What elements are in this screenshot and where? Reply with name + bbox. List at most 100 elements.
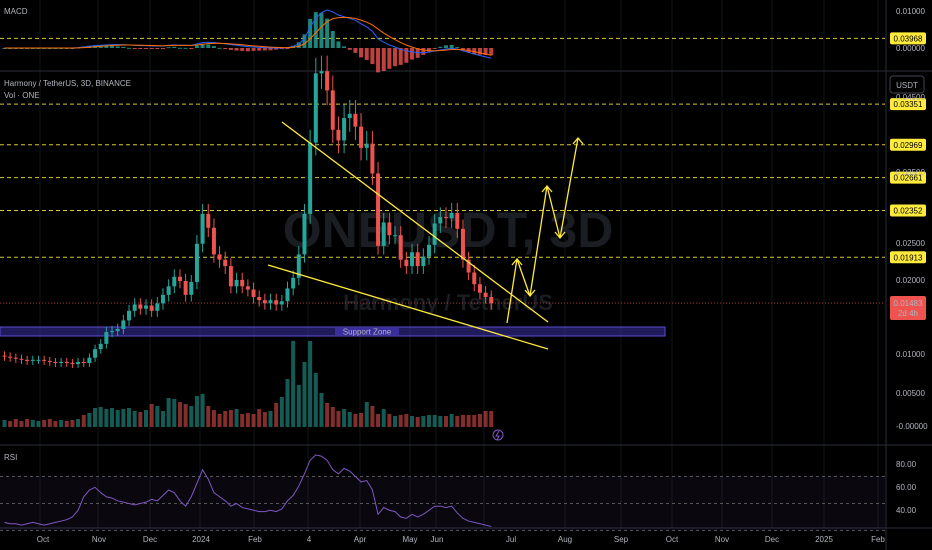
level-tag — [890, 98, 926, 111]
volume-bar — [319, 393, 324, 427]
candle — [240, 279, 245, 287]
volume-bar — [477, 414, 482, 427]
projection-arrow — [511, 257, 523, 266]
candle — [115, 328, 120, 332]
x-axis-label: Feb — [871, 535, 885, 544]
volume-bar — [336, 411, 341, 427]
volume-label[interactable]: Vol · ONE — [4, 91, 40, 100]
price-tick: 0.04500 — [896, 93, 925, 102]
candle — [279, 301, 284, 305]
volume-bar — [443, 416, 448, 427]
price-tick: -0.00000 — [896, 422, 928, 431]
volume-bar — [81, 415, 86, 427]
candle — [234, 279, 239, 287]
candle — [53, 361, 58, 364]
x-axis-label: Aug — [558, 535, 572, 544]
candle — [376, 173, 381, 246]
volume-bar — [200, 394, 205, 427]
x-axis-label: Apr — [354, 535, 367, 544]
candle — [381, 222, 386, 246]
candle — [296, 254, 301, 278]
candle — [223, 259, 228, 267]
support-zone: Support Zone — [0, 326, 666, 337]
volume-bar — [308, 341, 313, 427]
volume-bar — [449, 414, 454, 427]
candle — [472, 272, 477, 285]
macd-histogram-bar — [387, 48, 392, 69]
volume-bar — [268, 411, 273, 427]
candle — [308, 142, 313, 214]
macd-histogram-bar — [325, 18, 330, 48]
volume-bar — [30, 420, 35, 427]
volume-bar — [472, 415, 477, 427]
candle — [47, 360, 52, 362]
macd-histogram-bar — [410, 48, 415, 60]
macd-line — [4, 9, 492, 59]
countdown-label: 2d 4h — [898, 309, 918, 318]
candle — [155, 303, 160, 311]
candle — [183, 281, 188, 295]
candle — [206, 213, 211, 228]
macd-histogram-bar — [127, 47, 132, 49]
macd-histogram-bar — [217, 47, 222, 49]
macd-histogram-bar — [296, 42, 301, 48]
support-zone-tag — [335, 328, 399, 335]
volume-bar — [93, 408, 98, 427]
candle — [466, 259, 471, 273]
candle — [121, 320, 126, 329]
macd-pane — [2, 9, 494, 73]
candle — [262, 300, 267, 304]
watermark-name: Harmony / TetherUS — [343, 290, 553, 315]
trend-drawings — [267, 121, 584, 350]
x-axis-label: May — [402, 535, 417, 544]
macd-histogram-bar — [144, 48, 148, 49]
level-tag-label: 0.03968 — [894, 34, 923, 43]
volume-bar — [104, 409, 109, 427]
macd-histogram-bar — [251, 48, 256, 51]
macd-histogram-bar — [104, 45, 109, 48]
candle — [245, 286, 250, 290]
macd-histogram-bar — [274, 48, 279, 50]
lightning-icon-ring — [492, 429, 504, 441]
symbol-info[interactable]: Harmony / TetherUS, 3D, BINANCE — [4, 79, 131, 88]
candle — [144, 305, 148, 309]
price-tick: 0.02500 — [896, 239, 925, 248]
price-tick: 0.00500 — [896, 389, 925, 398]
candle — [42, 359, 47, 361]
volume-bar — [415, 417, 420, 427]
candle — [138, 304, 143, 309]
candle — [172, 276, 177, 287]
volume-bar — [302, 362, 307, 427]
level-tag — [890, 138, 926, 151]
level-tag — [890, 32, 926, 45]
lightning-icon — [492, 429, 504, 441]
macd-histogram-bar — [443, 45, 448, 48]
macd-histogram-bar — [381, 48, 386, 71]
candle — [93, 349, 98, 358]
macd-histogram-bar — [319, 12, 324, 48]
macd-histogram-bar — [245, 48, 250, 52]
macd-histogram-bar — [370, 48, 375, 65]
macd-histogram-bar — [347, 48, 352, 50]
candle — [432, 223, 437, 245]
candle — [87, 357, 92, 364]
volume-bar — [42, 420, 47, 427]
candle — [398, 235, 403, 260]
macd-histogram-bar — [398, 48, 403, 65]
horizontal-levels: 0.03968 0.03351 0.02969 0.02661 0.02352 0.019… — [0, 32, 926, 304]
currency-button[interactable]: USDT — [889, 75, 925, 94]
support-zone-label: Support Zone — [343, 328, 392, 337]
volume-bar — [483, 411, 488, 427]
volume-bar — [76, 419, 81, 427]
rsi-label: RSI — [4, 453, 17, 462]
x-axis-label: Oct — [37, 535, 50, 544]
volume-bar — [127, 408, 132, 427]
candle — [76, 361, 81, 365]
macd-histogram-bar — [211, 46, 216, 48]
candle — [353, 113, 358, 127]
macd-histogram-bar — [449, 44, 454, 48]
volume-bar — [421, 416, 426, 427]
candle — [359, 126, 364, 148]
